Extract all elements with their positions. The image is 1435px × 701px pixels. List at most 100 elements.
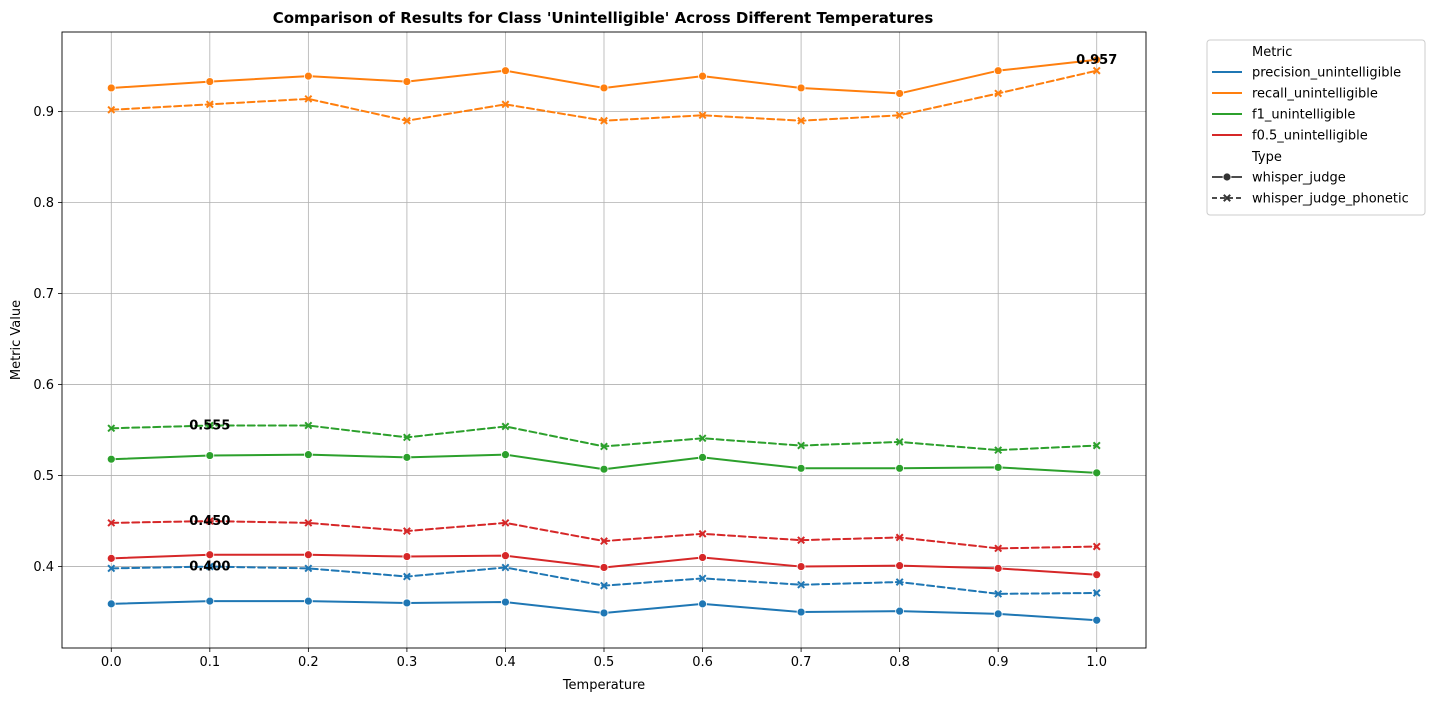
data-point xyxy=(994,89,1003,98)
data-point xyxy=(600,581,608,590)
data-point xyxy=(599,464,609,474)
data-point xyxy=(403,527,411,535)
data-point xyxy=(303,450,313,460)
data-point xyxy=(501,422,510,431)
x-tick-label: 0.9 xyxy=(988,655,1009,670)
x-tick-label: 0.6 xyxy=(692,655,713,670)
data-point xyxy=(501,563,510,572)
legend-item-f1_unintelligible: f1_unintelligible xyxy=(1212,108,1355,123)
data-point xyxy=(403,116,411,125)
x-axis-label: Temperature xyxy=(562,678,645,693)
series-precision_unintelligible-whisper_judge xyxy=(106,596,1102,625)
data-point xyxy=(205,596,215,606)
data-point xyxy=(993,66,1003,76)
data-point xyxy=(403,433,411,442)
legend-frame xyxy=(1206,39,1426,216)
data-point xyxy=(402,452,412,462)
data-point xyxy=(205,517,214,525)
data-point xyxy=(698,553,707,562)
data-point xyxy=(205,77,215,86)
data-point xyxy=(698,452,707,462)
data-point xyxy=(205,550,215,560)
x-tick-label: 0.0 xyxy=(101,655,122,670)
annotations: 0.957 0.555 0.450 0.400 xyxy=(189,53,1117,575)
data-point xyxy=(600,116,608,125)
data-point xyxy=(600,537,608,545)
data-point xyxy=(106,454,116,464)
data-point xyxy=(796,607,806,617)
y-tick-label: 0.8 xyxy=(33,196,54,211)
data-point xyxy=(501,66,510,76)
x-tick-label: 0.2 xyxy=(298,655,319,670)
x-tick-label: 0.7 xyxy=(791,655,812,670)
x-tick-label: 0.3 xyxy=(397,655,418,670)
series-recall_unintelligible-whisper_judge_phonetic xyxy=(107,66,1101,125)
data-point xyxy=(501,551,510,561)
data-point xyxy=(304,518,313,527)
data-point xyxy=(205,562,214,571)
data-point xyxy=(698,71,707,81)
y-axis-label: Metric Value xyxy=(9,300,24,380)
x-tick-label: 0.5 xyxy=(594,655,615,670)
data-annotation: 0.555 xyxy=(189,419,230,434)
data-point xyxy=(107,518,116,527)
data-point xyxy=(1092,542,1101,551)
data-point xyxy=(402,552,412,561)
data-point xyxy=(796,83,806,93)
data-point xyxy=(698,434,707,443)
data-point xyxy=(107,564,116,573)
x-tick-label: 0.8 xyxy=(889,655,910,670)
data-point xyxy=(797,580,805,589)
data-point xyxy=(599,608,609,618)
x-tick-label: 0.1 xyxy=(199,655,220,670)
legend-label: whisper_judge xyxy=(1252,171,1346,186)
legend-item-f0.5_unintelligible: f0.5_unintelligible xyxy=(1212,129,1368,144)
data-point xyxy=(303,71,313,81)
data-point xyxy=(698,111,707,120)
data-point xyxy=(402,77,412,86)
data-point xyxy=(303,550,313,560)
data-point xyxy=(895,463,905,473)
data-point xyxy=(501,518,510,527)
data-point xyxy=(1092,55,1102,65)
data-point xyxy=(403,572,411,581)
data-point xyxy=(993,563,1003,573)
data-point xyxy=(797,536,805,545)
data-point xyxy=(501,450,510,460)
legend-label: whisper_judge_phonetic xyxy=(1252,192,1409,207)
x-tick-label: 1.0 xyxy=(1086,655,1107,670)
data-point xyxy=(797,116,805,125)
data-point xyxy=(895,533,904,542)
data-point xyxy=(304,564,313,573)
data-point xyxy=(895,578,904,586)
legend-item-precision_unintelligible: precision_unintelligible xyxy=(1212,66,1401,81)
data-point xyxy=(107,105,116,114)
legend-marker xyxy=(1223,194,1231,202)
data-point xyxy=(501,597,510,607)
legend-metric-entries: precision_unintelligible recall_unintelli… xyxy=(1212,66,1401,144)
legend-item-recall_unintelligible: recall_unintelligible xyxy=(1212,87,1378,102)
data-point xyxy=(1092,615,1102,625)
y-tick-label: 0.9 xyxy=(33,105,54,120)
data-point xyxy=(304,94,313,103)
data-point xyxy=(106,83,116,93)
data-point xyxy=(501,100,510,109)
legend-type-header: Type xyxy=(1251,150,1282,165)
data-annotation: 0.400 xyxy=(189,560,230,575)
series-f1_unintelligible-whisper_judge xyxy=(106,450,1102,478)
y-tick-label: 0.7 xyxy=(33,287,54,302)
data-point xyxy=(1092,570,1102,580)
data-point xyxy=(895,111,904,120)
data-point xyxy=(895,438,904,446)
data-point xyxy=(402,598,412,608)
series-f0.5_unintelligible-whisper_judge xyxy=(106,550,1102,580)
data-point xyxy=(698,574,707,583)
data-point xyxy=(698,599,707,609)
series-f1_unintelligible-whisper_judge_phonetic xyxy=(107,421,1101,455)
data-point xyxy=(303,596,313,606)
data-point xyxy=(994,544,1003,553)
series-precision_unintelligible-whisper_judge_phonetic xyxy=(107,562,1101,598)
series-recall_unintelligible-whisper_judge xyxy=(106,55,1102,98)
